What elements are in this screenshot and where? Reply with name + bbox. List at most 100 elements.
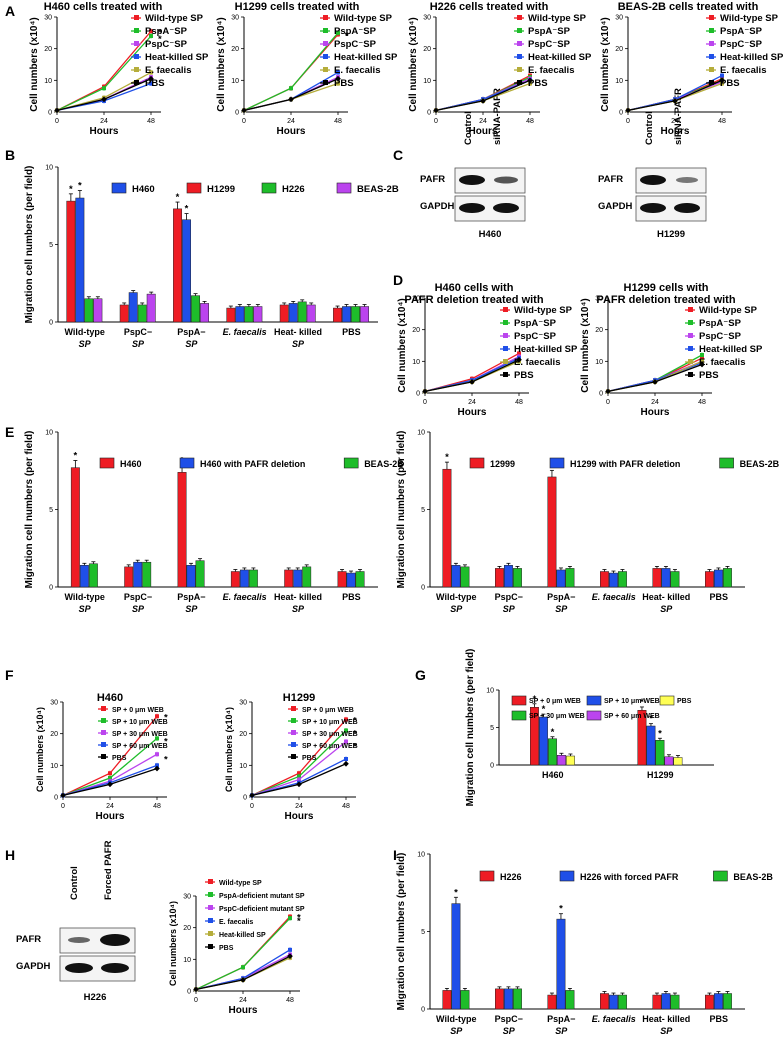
chart-e2-bar-12999 <box>547 476 557 588</box>
chart-f1-ytick-label: 30 <box>50 700 58 707</box>
chart-g: 0 5 10 Migration cell numbers (per field) * *… <box>465 649 714 806</box>
chart-h-legend-swatch <box>208 892 213 897</box>
chart-g-legend-swatch <box>586 710 602 721</box>
chart-i-bar-h226 <box>600 993 609 1010</box>
chart-i-legend-swatch <box>479 870 495 882</box>
chart-i-category-pspc-sp: PspC− <box>495 1014 523 1024</box>
chart-e1-ytick-label: 0 <box>49 585 53 592</box>
chart-f2-point-sp-10-m-web <box>344 728 348 733</box>
chart-a4-ytick-label: 10 <box>615 78 623 85</box>
chart-e2-bar-12999 <box>600 571 609 588</box>
chart-a4-xtick-label: 0 <box>626 118 630 125</box>
chart-e2-category-wild-type-sp-line2: SP <box>450 604 463 614</box>
chart-h-ytick-label: 10 <box>183 957 191 964</box>
chart-f2-legend-swatch <box>291 730 296 735</box>
charts-layer: 0 10 20 30 Cell numbers (x10⁴) 0 24 48 Hours H460… <box>24 1 783 1036</box>
panel-label-a: A <box>5 3 15 19</box>
chart-i-category-wild-type-sp-line2: SP <box>450 1026 463 1036</box>
chart-d2-line-pspa-sp <box>607 354 703 393</box>
chart-e2-legend-swatch <box>469 457 485 469</box>
chart-a3-ytick-label: 20 <box>423 46 431 53</box>
chart-f1-sig-marker: * <box>164 712 168 723</box>
chart-i-bar-h226-with-forced-pafr <box>714 993 723 1010</box>
chart-a1-y-label: Cell numbers (x10⁴) <box>29 17 40 111</box>
chart-a4-legend-swatch <box>709 15 714 20</box>
chart-i-bar-h226-with-forced-pafr <box>504 988 513 1010</box>
chart-b-bar-h460 <box>288 303 298 323</box>
blot-c1-band-pafr-control <box>459 175 485 185</box>
chart-d1: 0 10 20 30 Cell numbers (x10⁴) 0 24 48 Hours H460… <box>397 282 578 418</box>
chart-a3-legend-swatch <box>517 80 522 85</box>
chart-a3-ytick-label: 30 <box>423 15 431 22</box>
chart-a1-legend-swatch <box>134 54 139 59</box>
chart-f1-legend-sp-60-m-web: SP + 60 μm WEB <box>112 743 168 750</box>
chart-f1-point-pbs <box>60 792 66 799</box>
chart-i-bar-beas-2b <box>565 990 575 1010</box>
chart-d2-x-label: Hours <box>641 407 670 418</box>
chart-d1-legend-pbs: PBS <box>514 370 534 381</box>
chart-d1-legend-swatch <box>503 320 508 325</box>
chart-b-bar-h460 <box>182 219 191 323</box>
chart-a2-legend-swatch <box>323 28 328 33</box>
chart-a1-point-pspa-sp <box>102 86 106 91</box>
chart-a1-legend-wild-type-sp: Wild-type SP <box>145 13 204 24</box>
chart-f1-point-sp-10-m-web <box>108 776 112 780</box>
chart-a1-legend-swatch <box>134 41 139 46</box>
chart-h-legend-pspc-deficient-mutant-sp: PspC-deficient mutant SP <box>219 906 305 913</box>
chart-e1-bar-h460-with-pafr-deletion <box>293 569 303 588</box>
chart-e2-bar-12999 <box>495 568 504 588</box>
chart-f1-point-pbs <box>107 781 113 788</box>
blot-h-col-forced: Forced PAFR <box>103 840 114 900</box>
chart-i-sig-marker: * <box>454 887 458 898</box>
chart-f2-sig-marker: * <box>353 715 357 726</box>
chart-h-legend-wild-type-sp: Wild-type SP <box>219 880 262 887</box>
chart-f1-point-sp-30-m-web <box>155 752 159 757</box>
chart-a4-ytick-label: 30 <box>615 15 623 22</box>
chart-g-sig-marker: * <box>640 697 644 708</box>
chart-e1-category-pspc-sp: PspC− <box>124 592 152 602</box>
chart-d2-legend-swatch <box>688 372 693 377</box>
chart-h-ytick-label: 30 <box>183 894 191 901</box>
chart-g-sig-marker: * <box>542 704 546 715</box>
chart-f1-point-sp-60-m-web <box>155 763 159 768</box>
chart-d1-legend-swatch <box>503 333 508 338</box>
chart-d1-legend-swatch <box>503 307 508 312</box>
chart-a2-legend-pspa-sp: PspA⁻SP <box>334 26 377 37</box>
chart-a4-point-pbs <box>719 77 725 84</box>
chart-a3-legend-swatch <box>517 28 522 33</box>
chart-d1-legend-swatch <box>503 346 508 351</box>
chart-a2-legend-pspc-sp: PspC⁻SP <box>334 39 377 50</box>
chart-g-ytick-label: 10 <box>486 688 494 695</box>
chart-d2-point-pspa-sp <box>700 353 704 357</box>
chart-d2-line-pspc-sp <box>607 360 703 393</box>
chart-a3-legend-pbs: PBS <box>528 78 548 89</box>
chart-b-legend-h226: H226 <box>282 184 305 195</box>
chart-h-legend-e-faecalis: E. faecalis <box>219 919 253 926</box>
chart-f1-legend-sp-0-m-web: SP + 0 μm WEB <box>112 707 164 714</box>
chart-i-bar-h226-with-forced-pafr <box>661 993 671 1010</box>
chart-d2-legend-wild-type-sp: Wild-type SP <box>699 305 758 316</box>
chart-g-bar-sp-60-m-web <box>557 755 566 766</box>
chart-b-sig-marker: * <box>185 204 189 215</box>
chart-a1-xtick-label: 0 <box>55 118 59 125</box>
chart-g-bar-sp-10-m-web <box>646 725 656 766</box>
chart-b-y-label: Migration cell numbers (per field) <box>24 166 35 324</box>
chart-e2-legend-swatch <box>549 457 565 469</box>
chart-f1-x-label: Hours <box>96 811 125 822</box>
chart-a2-legend-swatch <box>323 80 328 85</box>
blot-c2-caption: H1299 <box>657 229 685 240</box>
chart-a2-title: H1299 cells treated with <box>235 1 360 13</box>
chart-e1-bar-h460-with-pafr-deletion <box>239 569 249 588</box>
chart-f2-legend-sp-60-m-web: SP + 60 μm WEB <box>302 743 358 750</box>
chart-h-legend-swatch <box>208 918 213 923</box>
chart-e1-legend-swatch <box>179 457 195 469</box>
chart-b-ytick-label: 0 <box>49 320 53 327</box>
chart-a1-point-pspa-sp <box>149 34 153 38</box>
chart-f2-point-sp-30-m-web <box>344 739 348 744</box>
chart-a2-legend-swatch <box>323 15 328 20</box>
chart-f1-legend-swatch <box>101 706 106 711</box>
chart-b-category-pbs: PBS <box>342 327 361 337</box>
panel-label-e: E <box>5 424 14 440</box>
chart-d2-legend-pspc-sp: PspC⁻SP <box>699 331 742 342</box>
chart-g-legend-swatch <box>511 695 527 706</box>
